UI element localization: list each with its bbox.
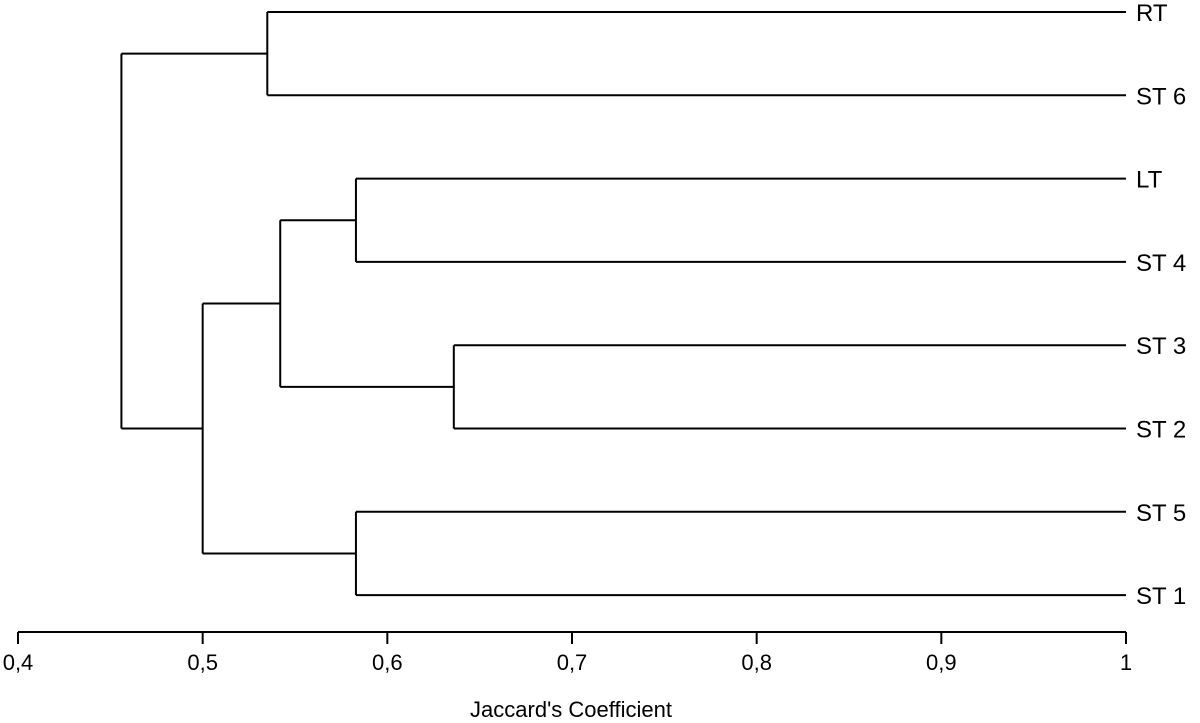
leaf-label-st-1: ST 1	[1136, 583, 1186, 610]
x-tick-label: 0,6	[372, 650, 403, 675]
leaf-labels: RT ST 6 LT ST 4 ST 3 ST 2 ST 5 ST 1	[1136, 0, 1186, 610]
x-axis-title: Jaccard's Coefficient	[470, 697, 672, 722]
leaf-label-lt: LT	[1136, 167, 1163, 194]
dendrogram-links	[120, 11, 1126, 597]
x-tick-label: 0,7	[557, 650, 588, 675]
leaf-label-st-5: ST 5	[1136, 500, 1186, 527]
x-tick-label: 0,5	[187, 650, 218, 675]
x-tick-label: 0,8	[741, 650, 772, 675]
leaf-label-st-3: ST 3	[1136, 333, 1186, 360]
leaf-label-st-2: ST 2	[1136, 417, 1186, 444]
leaf-label-rt: RT	[1136, 0, 1168, 27]
leaf-label-st-4: ST 4	[1136, 250, 1186, 277]
x-axis: 0,4 0,5 0,6 0,7 0,8 0,9 1	[3, 631, 1132, 675]
leaf-label-st-6: ST 6	[1136, 83, 1186, 110]
x-tick-label: 0,4	[3, 650, 34, 675]
x-tick-label: 1	[1120, 650, 1132, 675]
x-tick-label: 0,9	[926, 650, 957, 675]
